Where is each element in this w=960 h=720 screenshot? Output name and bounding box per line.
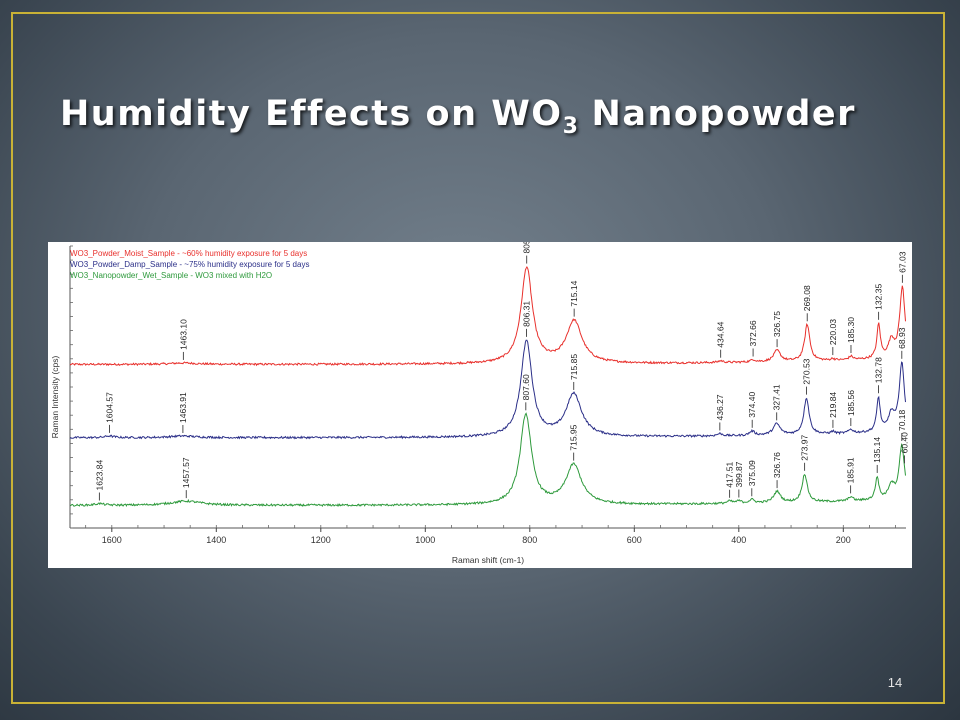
peak-label: 1623.84	[94, 460, 104, 491]
x-tick-label: 400	[731, 535, 746, 545]
peak-label: 219.84	[828, 392, 838, 418]
peak-label: 60.40	[899, 432, 909, 454]
peak-label: 220.03	[828, 319, 838, 345]
peak-label: 372.66	[748, 320, 758, 346]
peak-label: 70.18	[897, 409, 907, 431]
peak-label: 67.03	[897, 251, 907, 273]
legend-entry-2: WO3_Powder_Damp_Sample - ~75% humidity e…	[70, 260, 309, 269]
slide-title: Humidity Effects on WO3 Nanopowder	[60, 94, 856, 139]
peak-label: 269.08	[802, 285, 812, 311]
peak-label: 185.91	[846, 457, 856, 483]
peak-label: 715.95	[569, 424, 579, 450]
peak-label: 326.76	[772, 452, 782, 478]
title-subscript: 3	[562, 114, 578, 139]
series-line-3	[69, 412, 906, 508]
peak-label: 715.14	[569, 280, 579, 306]
peak-label: 806.31	[522, 301, 532, 327]
title-end: Nanopowder	[577, 94, 856, 134]
peak-label: 270.53	[801, 358, 811, 384]
peak-label: 273.97	[800, 435, 810, 461]
peak-label: 1463.91	[178, 392, 188, 423]
series-line-2	[69, 339, 906, 440]
x-axis-label: Raman shift (cm-1)	[452, 555, 524, 565]
peak-label: 68.93	[897, 327, 907, 349]
x-tick-label: 600	[627, 535, 642, 545]
peak-label: 417.51	[725, 462, 735, 488]
peak-label: 326.75	[772, 311, 782, 337]
peak-label: 1457.57	[181, 457, 191, 488]
x-tick-label: 1000	[415, 535, 435, 545]
peak-label: 132.35	[874, 284, 884, 310]
peak-label: 1604.57	[104, 392, 114, 423]
x-tick-label: 1400	[206, 535, 226, 545]
title-main: Humidity Effects on WO	[60, 94, 563, 134]
peak-label: 327.41	[772, 384, 782, 410]
raman-chart-panel: 1600 1400 1200 1000 800 600 400 200 Raman shift …	[48, 242, 912, 568]
peak-label: 185.56	[846, 390, 856, 416]
legend-entry-1: WO3_Powder_Moist_Sample - ~60% humidity …	[70, 249, 307, 258]
peak-label: 132.78	[873, 357, 883, 383]
peak-label: 135.14	[872, 437, 882, 463]
x-tick-label: 200	[836, 535, 851, 545]
peak-label: 374.40	[747, 392, 757, 418]
x-tick-label: 1600	[102, 535, 122, 545]
peak-label: 715.85	[569, 354, 579, 380]
x-tick-label: 800	[522, 535, 537, 545]
peak-label: 185.30	[846, 317, 856, 343]
x-tick-label: 1200	[311, 535, 331, 545]
slide-frame	[11, 12, 945, 704]
peak-label: 434.64	[716, 321, 726, 347]
series-line-1	[69, 266, 906, 367]
peak-label: 399.87	[734, 461, 744, 487]
peak-label: 436.27	[715, 394, 725, 420]
peak-label: 1463.10	[178, 319, 188, 350]
peak-label: 805.87	[522, 242, 532, 254]
peak-label: 807.60	[521, 374, 531, 400]
legend-entry-3: WO3_Nanopowder_Wet_Sample - WO3 mixed wi…	[70, 271, 272, 280]
y-axis-label: Raman Intensity (cps)	[50, 355, 60, 438]
page-number: 14	[887, 675, 903, 690]
raman-spectrum-chart: 1600 1400 1200 1000 800 600 400 200 Raman shift …	[50, 242, 909, 565]
peak-label: 375.09	[747, 460, 757, 486]
